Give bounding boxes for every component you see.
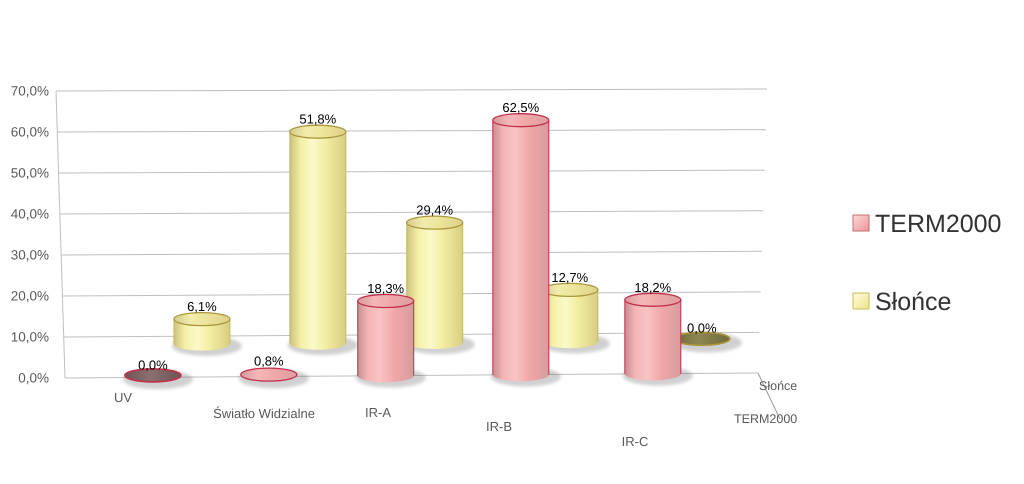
- svg-text:0,0%: 0,0%: [687, 321, 717, 336]
- svg-text:10,0%: 10,0%: [11, 330, 49, 345]
- svg-text:40,0%: 40,0%: [11, 207, 49, 222]
- svg-text:18,3%: 18,3%: [367, 281, 404, 296]
- svg-text:62,5%: 62,5%: [502, 100, 539, 115]
- svg-text:29,4%: 29,4%: [416, 203, 453, 218]
- svg-text:UV: UV: [114, 390, 132, 405]
- svg-text:0,0%: 0,0%: [18, 371, 49, 386]
- svg-text:12,7%: 12,7%: [551, 270, 588, 285]
- svg-text:30,0%: 30,0%: [11, 248, 49, 263]
- svg-text:70,0%: 70,0%: [11, 84, 49, 99]
- svg-text:18,2%: 18,2%: [634, 280, 671, 295]
- svg-text:IR-B: IR-B: [486, 419, 512, 434]
- svg-text:Światło Widzialne: Światło Widzialne: [213, 406, 315, 421]
- svg-text:0,0%: 0,0%: [138, 357, 168, 372]
- svg-text:60,0%: 60,0%: [11, 125, 49, 140]
- svg-text:TERM2000: TERM2000: [734, 412, 797, 426]
- svg-text:50,0%: 50,0%: [11, 166, 49, 181]
- svg-text:IR-C: IR-C: [622, 434, 649, 449]
- svg-text:0,8%: 0,8%: [254, 353, 284, 368]
- svg-text:Słońce: Słońce: [759, 379, 797, 393]
- svg-text:6,1%: 6,1%: [187, 299, 217, 314]
- svg-text:Słońce: Słońce: [875, 288, 951, 316]
- svg-text:IR-A: IR-A: [365, 405, 391, 420]
- svg-text:20,0%: 20,0%: [11, 289, 49, 304]
- svg-text:51,8%: 51,8%: [299, 112, 336, 127]
- svg-text:TERM2000: TERM2000: [875, 210, 1001, 238]
